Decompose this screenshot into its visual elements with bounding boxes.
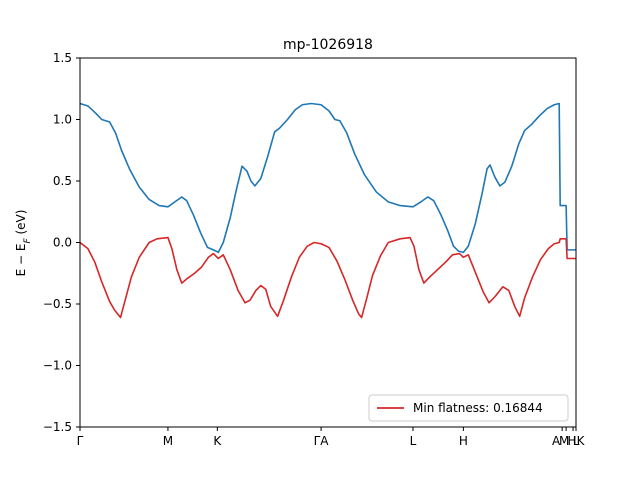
band-line-2 — [80, 236, 576, 319]
x-tick-label: H — [459, 434, 468, 448]
x-tick-label: HK — [568, 434, 586, 448]
x-tick-label: L — [573, 434, 580, 448]
plot-area: −1.5−1.0−0.50.00.51.01.5Γ M K ΓA L H AM LHK — [43, 51, 586, 448]
x-tick-label: Γ — [77, 434, 84, 448]
x-tick-label: ΓA — [314, 434, 330, 448]
y-tick-label: −1.5 — [43, 420, 72, 434]
y-axis-label: E − EF (eV) — [14, 210, 33, 277]
legend-frame — [368, 394, 569, 422]
y-tick-label: 0.0 — [53, 236, 72, 250]
x-tick-label: M — [559, 434, 569, 448]
y-tick-label: 1.5 — [53, 51, 72, 65]
y-tick-label: 0.5 — [53, 174, 72, 188]
x-tick-label: K — [213, 434, 222, 448]
x-tick-label: M — [163, 434, 173, 448]
chart-title: mp-1026918 — [283, 37, 373, 53]
x-tick-label: A — [552, 434, 561, 448]
y-tick-label: 1.0 — [53, 113, 72, 127]
band-line-1 — [80, 102, 576, 254]
legend-label: Min flatness: 0.16844 — [413, 401, 543, 415]
x-tick-label: L — [410, 434, 417, 448]
y-tick-label: −0.5 — [43, 297, 72, 311]
y-tick-label: −1.0 — [43, 359, 72, 373]
legend: Min flatness: 0.16844 — [368, 394, 569, 422]
